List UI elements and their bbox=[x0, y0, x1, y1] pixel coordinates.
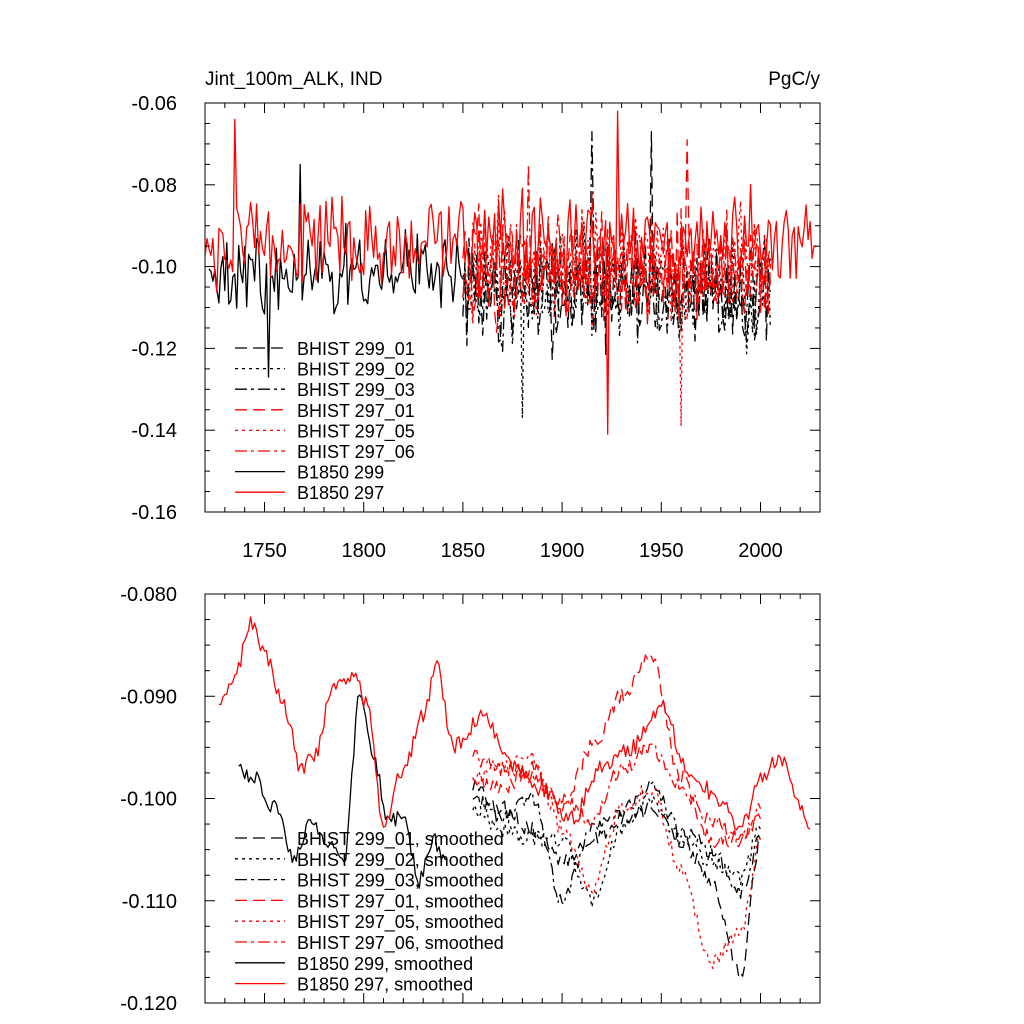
legend-label: BHIST 299_02, smoothed bbox=[297, 850, 504, 871]
panel-bottom-axes: -0.120 -0.110 -0.100 -0.090 -0.080 bbox=[120, 584, 821, 1015]
y-tick-label: -0.120 bbox=[120, 993, 177, 1015]
legend-label: BHIST 297_01 bbox=[297, 401, 415, 422]
y-tick-label: -0.10 bbox=[131, 257, 177, 279]
legend-label: BHIST 299_01, smoothed bbox=[297, 829, 504, 850]
series-line-6 bbox=[462, 163, 772, 321]
series-line-7 bbox=[208, 163, 465, 378]
legend-label: BHIST 297_06, smoothed bbox=[297, 933, 504, 954]
legend-label: BHIST 297_06 bbox=[297, 442, 415, 463]
legend-label: BHIST 299_02 bbox=[297, 360, 415, 381]
y-tick-label: -0.110 bbox=[122, 891, 177, 913]
panel1-units: PgC/y bbox=[768, 69, 820, 90]
legend-label: B1850 299, smoothed bbox=[297, 954, 473, 974]
series-line-3 bbox=[472, 779, 762, 905]
series-line-2 bbox=[472, 795, 762, 908]
series-line-1 bbox=[462, 130, 772, 361]
x-tick-label: 1900 bbox=[540, 540, 585, 562]
panel-top-raw: 1750 1800 1850 1900 1950 2000 -0.16 -0.14 -0.12 -… bbox=[131, 93, 821, 562]
series-line-5 bbox=[472, 750, 762, 970]
x-tick-label: 1850 bbox=[441, 540, 486, 562]
x-tick-label: 1950 bbox=[639, 540, 684, 562]
legend-label: B1850 297, smoothed bbox=[297, 975, 473, 995]
panel-top-axes: 1750 1800 1850 1900 1950 2000 -0.16 -0.14 -0.12 -… bbox=[131, 93, 821, 562]
series-line-6 bbox=[472, 743, 762, 847]
legend-label: B1850 297 bbox=[297, 483, 384, 503]
x-tick-label: 1800 bbox=[341, 540, 386, 562]
panel-bottom-series bbox=[218, 616, 811, 977]
legend-label: BHIST 299_03 bbox=[297, 380, 415, 401]
legend-label: BHIST 297_01, smoothed bbox=[297, 891, 504, 912]
x-tick-label: 2000 bbox=[738, 540, 783, 562]
series-line-8 bbox=[205, 110, 817, 435]
y-tick-label: -0.08 bbox=[131, 175, 177, 197]
series-line-5 bbox=[462, 194, 772, 427]
series-line-4 bbox=[472, 654, 762, 848]
y-tick-label: -0.14 bbox=[131, 420, 177, 442]
y-tick-label: -0.06 bbox=[131, 93, 177, 115]
panel1-title: Jint_100m_ALK, IND bbox=[205, 69, 382, 90]
panel-bottom-smoothed: -0.120 -0.110 -0.100 -0.090 -0.080 BHIST 299… bbox=[120, 584, 821, 1015]
legend-label: B1850 299 bbox=[297, 463, 384, 483]
y-tick-label: -0.16 bbox=[131, 502, 177, 524]
series-line-7 bbox=[238, 694, 448, 889]
y-tick-label: -0.100 bbox=[120, 789, 177, 811]
y-tick-label: -0.080 bbox=[120, 584, 177, 606]
legend-label: BHIST 299_03, smoothed bbox=[297, 871, 504, 892]
legend-label: BHIST 297_05 bbox=[297, 421, 415, 442]
series-line-3 bbox=[462, 130, 772, 352]
y-tick-label: -0.090 bbox=[120, 686, 177, 708]
y-tick-label: -0.12 bbox=[131, 338, 177, 360]
legend-label: BHIST 297_05, smoothed bbox=[297, 912, 504, 933]
legend-label: BHIST 299_01 bbox=[297, 339, 415, 360]
panel-top-series bbox=[205, 110, 817, 435]
x-tick-label: 1750 bbox=[242, 540, 287, 562]
series-line-8 bbox=[218, 616, 811, 831]
